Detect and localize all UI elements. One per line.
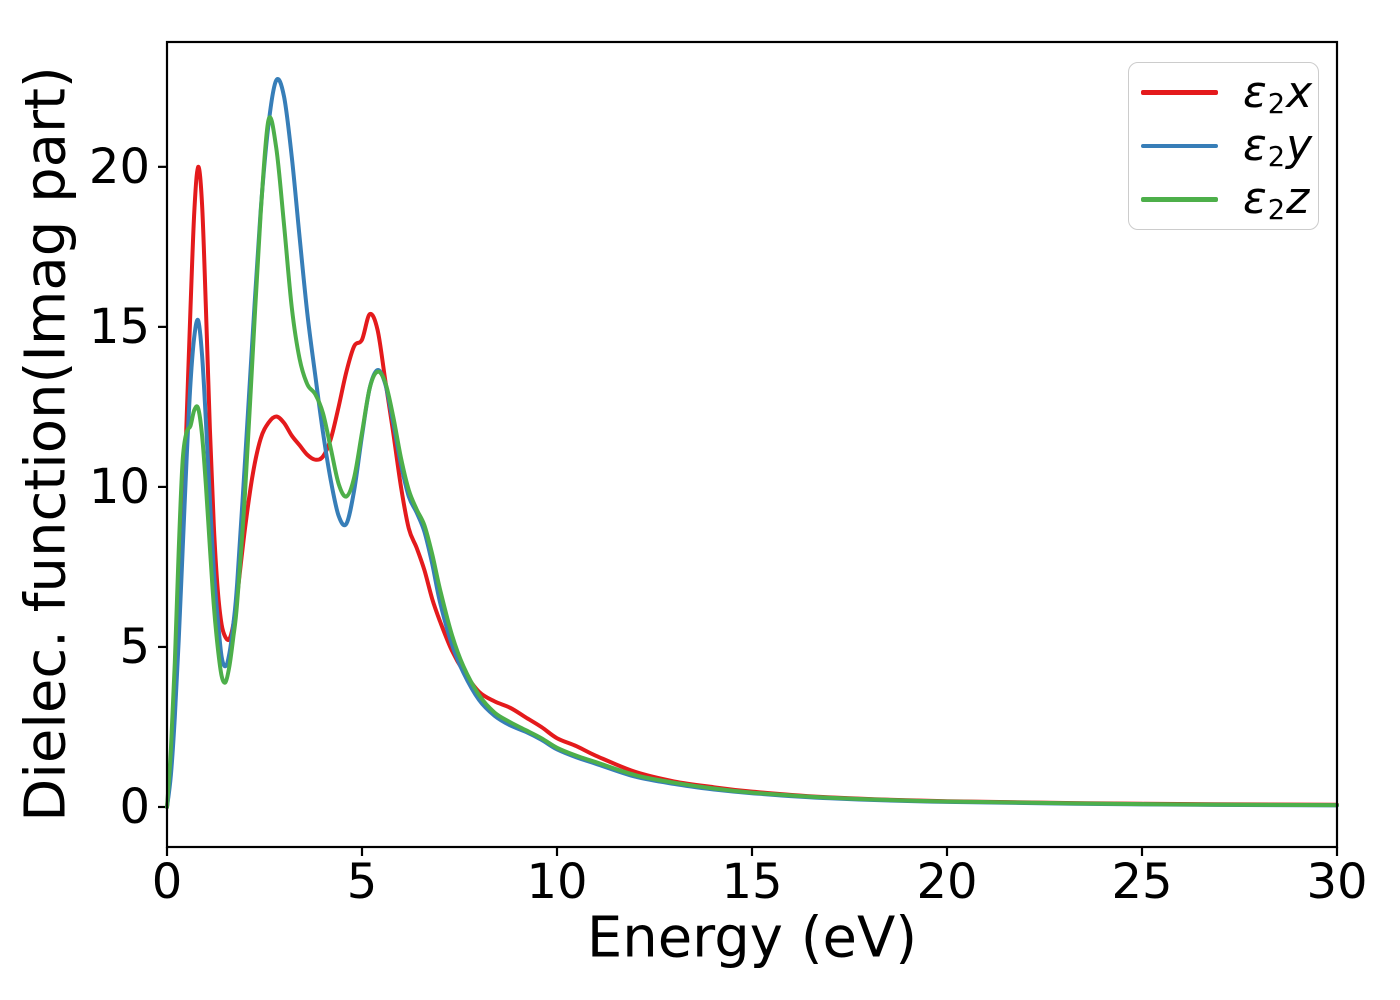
legend: ε2x ε2y ε2z xyxy=(1128,62,1319,230)
legend-line-sample-eps2x xyxy=(1141,90,1218,95)
legend-line-sample-eps2y xyxy=(1141,143,1218,149)
x-tick-label-30: 30 xyxy=(1306,854,1368,910)
legend-entry-eps2y: ε2y xyxy=(1129,119,1318,172)
x-tick-label-10: 10 xyxy=(526,854,588,910)
legend-label-eps2y: ε2y xyxy=(1243,119,1313,173)
x-tick-label-20: 20 xyxy=(916,854,978,910)
legend-entry-eps2x: ε2x xyxy=(1129,66,1318,119)
legend-entry-eps2z: ε2z xyxy=(1129,173,1318,226)
legend-line-sample-eps2z xyxy=(1141,197,1218,202)
y-tick-label-0: 0 xyxy=(119,778,150,835)
legend-label-eps2z: ε2z xyxy=(1243,173,1310,227)
x-tick-label-0: 0 xyxy=(151,854,183,910)
y-tick-label-5: 5 xyxy=(119,618,150,675)
curve-eps2x xyxy=(165,164,1339,809)
y-tick-label-15: 15 xyxy=(88,298,150,355)
y-tick-label-20: 20 xyxy=(88,138,150,195)
x-tick-label-25: 25 xyxy=(1111,854,1173,910)
y-tick-label-10: 10 xyxy=(88,458,150,515)
x-tick-label-15: 15 xyxy=(721,854,783,910)
curve-eps2z xyxy=(165,115,1339,809)
legend-label-eps2x: ε2x xyxy=(1243,66,1313,120)
y-axis-title: Dielec. function(Imag part) xyxy=(13,66,79,822)
x-axis-title: Energy (eV) xyxy=(586,905,918,971)
axes-frame xyxy=(165,40,1339,849)
x-tick-label-5: 5 xyxy=(346,854,378,910)
